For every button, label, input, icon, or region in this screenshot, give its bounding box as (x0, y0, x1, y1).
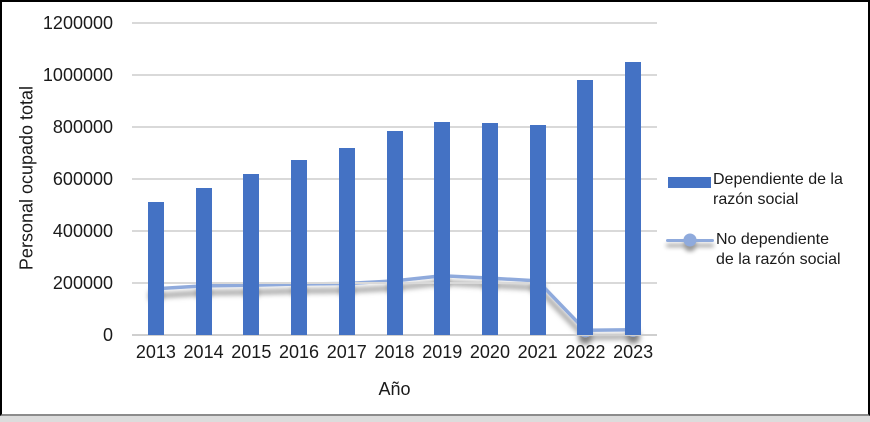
gridline (132, 126, 657, 128)
gridline (132, 74, 657, 76)
gridline (132, 334, 657, 336)
x-tick-label-2022: 2022 (565, 342, 606, 362)
legend: Dependiente de la razón social No depend… (2, 2, 868, 414)
bar-2015[interactable] (243, 173, 260, 335)
y-tick-label: 0 (102, 325, 113, 345)
bar-series-swatch-icon (668, 177, 711, 188)
y-tick-label: 400000 (52, 221, 113, 241)
bar-2021[interactable] (529, 124, 546, 335)
y-tick-label: 1200000 (42, 13, 113, 33)
y-tick-label: 600000 (52, 169, 113, 189)
bar-2022[interactable] (577, 79, 594, 335)
y-tick-label: 800000 (52, 117, 113, 137)
line-marker-swatch-icon (666, 231, 714, 249)
x-axis-title: Año (378, 379, 411, 399)
plot-area (132, 22, 657, 338)
bar-2018[interactable] (386, 131, 403, 335)
x-tick-label-2021: 2021 (517, 342, 558, 362)
bar-2017[interactable] (338, 148, 355, 335)
bar-2016[interactable] (291, 160, 308, 335)
legend-label-dependiente: Dependiente de la razón social (713, 171, 843, 208)
legend-label-no-dependiente: No dependiente de la razón social (716, 231, 841, 268)
x-tick-label-2020: 2020 (469, 342, 510, 362)
bar-2014[interactable] (195, 188, 212, 335)
y-tick-label: 200000 (52, 273, 113, 293)
x-tick-label-2018: 2018 (374, 342, 415, 362)
x-tick-label-2017: 2017 (326, 342, 367, 362)
bar-2019[interactable] (434, 121, 451, 335)
y-tick-label: 1000000 (42, 65, 113, 85)
bar-2013[interactable] (147, 202, 164, 335)
x-tick-label-2014: 2014 (183, 342, 224, 362)
x-tick-label-2013: 2013 (135, 342, 176, 362)
bottom-strip (0, 416, 870, 422)
gridline (132, 22, 657, 24)
legend-item-no-dependiente[interactable]: No dependiente de la razón social (666, 230, 870, 270)
x-tick-label-2023: 2023 (613, 342, 654, 362)
bar-2020[interactable] (481, 123, 498, 335)
x-tick-label-2015: 2015 (231, 342, 272, 362)
x-tick-label-2016: 2016 (279, 342, 320, 362)
x-tick-label-2019: 2019 (422, 342, 463, 362)
legend-item-dependiente[interactable]: Dependiente de la razón social (668, 170, 870, 210)
bar-2023[interactable] (625, 62, 642, 335)
